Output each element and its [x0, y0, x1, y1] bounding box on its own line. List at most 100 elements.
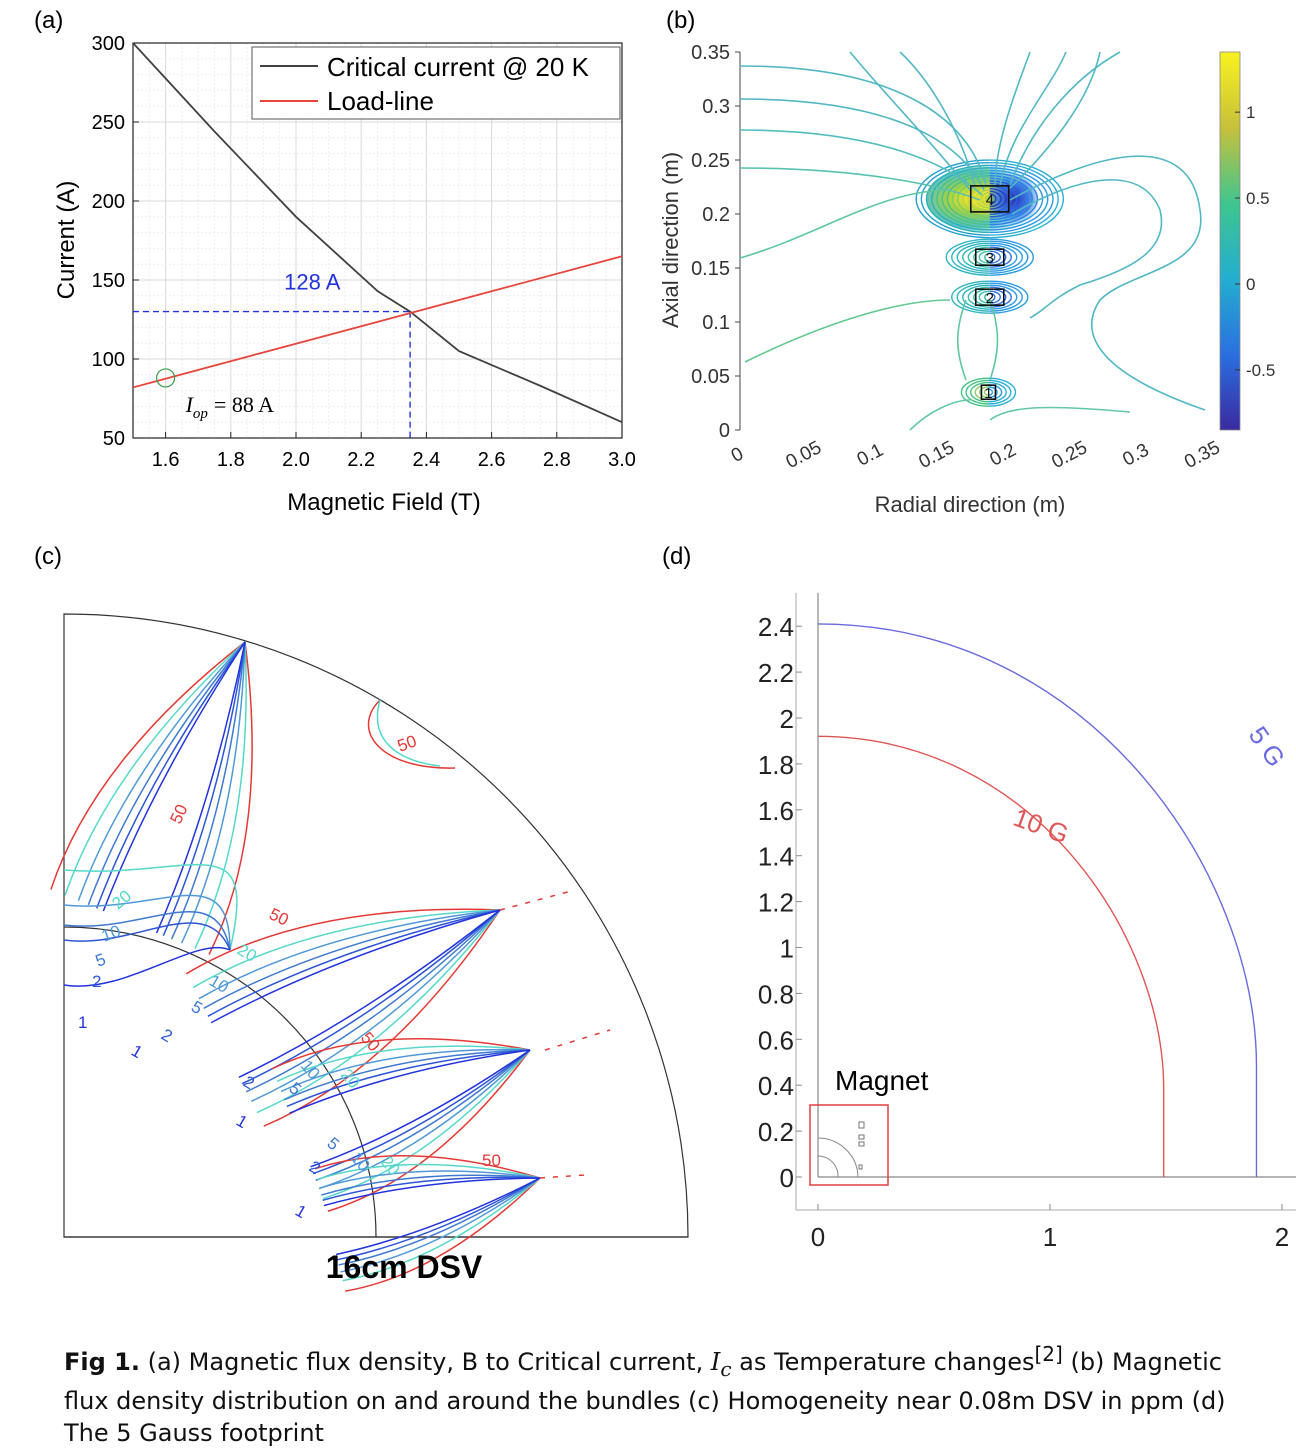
y-tick-label: 250 — [92, 112, 125, 134]
y-tick-label: 0 — [719, 420, 730, 442]
panel-c-title: 16cm DSV — [326, 1249, 483, 1285]
field-line — [1011, 179, 1163, 319]
ppm-label-20: 20 — [234, 940, 260, 966]
ppm-label-1: 1 — [78, 1013, 87, 1032]
field-line — [739, 189, 951, 259]
gauss-footprint-chart: (d) 0 0.2 0.4 0.6 0.8 1 1.2 1.4 1.6 1.8 2 2.2 2.4 0 1 2… — [662, 543, 1296, 1252]
contour-label-10-G: 10 G — [1010, 802, 1073, 849]
x-tick-label: 0 — [811, 1222, 825, 1252]
contour-ring-right — [989, 177, 1028, 221]
contour-ring-left — [960, 377, 989, 407]
y-tick-label: 0 — [780, 1163, 794, 1193]
colorbar-tick-label: 0 — [1246, 275, 1255, 294]
contour-ring-left — [931, 167, 990, 231]
y-tick-label: 1.6 — [758, 796, 794, 826]
contour-ring-left — [967, 185, 990, 213]
y-tick-label: 0.2 — [702, 204, 730, 226]
magnet-label: Magnet — [835, 1065, 929, 1096]
bundle-label-4: 4 — [986, 192, 994, 209]
magnet-coil-2 — [858, 1141, 865, 1147]
y-tick-label: 0.15 — [691, 258, 730, 280]
ppm-contour — [95, 641, 246, 936]
field-line — [909, 399, 971, 431]
y-axis-label: Axial direction (m) — [658, 152, 683, 328]
colorbar-tick-label: -0.5 — [1246, 361, 1275, 380]
critical-current-chart: (a) 1.6 1.8 2.0 2.2 2.4 2.6 2.8 3.0 50 100 150 200 2… — [34, 7, 636, 516]
ppm-contour — [280, 1048, 531, 1190]
ppm-contour — [185, 908, 501, 1127]
ppm-contour-tail — [499, 889, 576, 911]
contour-ring-right — [989, 190, 1002, 208]
ppm-contour — [276, 1045, 531, 1200]
x-tick-label: 2.4 — [412, 449, 440, 471]
field-line — [1009, 155, 1206, 411]
contour-ring-left — [941, 172, 990, 226]
contour-ring-left — [936, 169, 990, 228]
panel-tag-b: (b) — [666, 7, 695, 34]
contour-ring-right — [989, 238, 1034, 276]
contour-ring-left — [962, 244, 990, 270]
y-axis-label: Current (A) — [53, 181, 80, 300]
ppm-contour — [198, 909, 501, 1103]
contour-ring-right — [988, 388, 994, 396]
panel-c: (c) 50 50 50 50 50 20 20 20 20 10 10 10 10 5 5 5 5 2 2 2 2 1 1… — [0, 530, 700, 1310]
field-line — [899, 51, 976, 187]
x-tick-label: 0.15 — [915, 437, 958, 473]
contour-ring-left — [962, 284, 990, 310]
x-tick-label: 2.0 — [282, 449, 310, 471]
ppm-contour — [102, 641, 246, 934]
magnet-coil-1 — [858, 1164, 863, 1170]
contour-ring-right — [989, 244, 1018, 270]
axis-ticks: 1.6 1.8 2.0 2.2 2.4 2.6 2.8 3.0 50 100 150 200 250 30… — [92, 33, 636, 471]
crossing-label: 128 A — [284, 270, 341, 295]
caption-lead: Fig 1. — [64, 1348, 140, 1376]
contour-label-5-G: 5 G — [1243, 721, 1292, 773]
ic-symbol: Ic — [710, 1348, 732, 1381]
ppm-contour — [314, 1154, 541, 1292]
ppm-label-50: 50 — [482, 1151, 501, 1170]
ppm-contour — [63, 946, 231, 987]
contour-ring-right — [989, 174, 1033, 223]
contour-ring-right — [989, 180, 1023, 218]
contour-ring-left — [945, 238, 990, 276]
contour-ring-left — [965, 379, 989, 405]
caption-part-3: (b) Magnetic flux density distribution o… — [64, 1348, 1226, 1447]
field-line — [989, 299, 999, 381]
contour-ring-left — [925, 164, 990, 234]
field-line — [739, 65, 987, 186]
ppm-contour — [77, 641, 246, 944]
contour-ring-right — [988, 379, 1012, 405]
panel-a: (a) 1.6 1.8 2.0 2.2 2.4 2.6 2.8 3.0 50 100 150 200 2… — [0, 0, 650, 530]
ppm-contour — [323, 1177, 541, 1256]
ppm-contour — [63, 863, 238, 951]
field-line — [744, 299, 951, 363]
x-tick-label: 0.2 — [987, 440, 1020, 471]
ppm-contour — [210, 909, 501, 1078]
x-tick-label: 1.8 — [217, 449, 245, 471]
ppm-label-1: 1 — [233, 1111, 251, 1132]
contour-ring-right — [989, 240, 1029, 274]
y-tick-label: 150 — [92, 270, 125, 292]
ppm-contour — [289, 1049, 531, 1168]
axis-ticks: 0 0.2 0.4 0.6 0.8 1 1.2 1.4 1.6 1.8 2 2.2 2.4 0 1 2 — [758, 612, 1289, 1252]
ppm-contour-tail — [544, 1029, 611, 1051]
contour-ring-right — [989, 284, 1018, 310]
x-tick-label: 2.2 — [347, 449, 375, 471]
colorbar-tick-label: 0.5 — [1246, 189, 1270, 208]
contour-ring-left — [978, 290, 990, 304]
y-tick-label: 0.05 — [691, 366, 730, 388]
y-tick-label: 0.35 — [691, 42, 730, 64]
contour-ring-left — [967, 286, 990, 308]
ppm-contour — [367, 699, 456, 769]
ppm-label-50: 50 — [166, 802, 191, 827]
contour-ring-left — [956, 282, 990, 312]
ppm-contour — [321, 1174, 541, 1266]
magnet-outer-arc — [817, 1137, 859, 1178]
ppm-label-50: 50 — [266, 904, 291, 929]
colorbar-tick-label: 1 — [1246, 103, 1255, 122]
y-tick-label: 1 — [780, 934, 794, 964]
ppm-contour — [286, 1049, 531, 1175]
field-line — [739, 98, 985, 191]
gauss-contours — [817, 623, 1258, 1177]
contour-ring-right — [989, 292, 996, 302]
